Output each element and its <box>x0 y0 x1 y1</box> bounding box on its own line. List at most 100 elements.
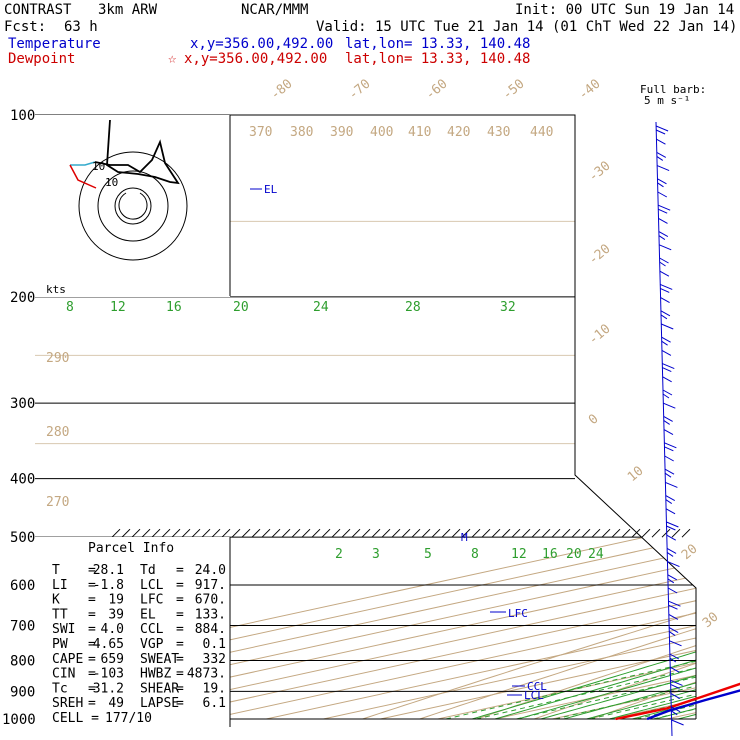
hatch-mark <box>371 528 381 538</box>
hatch-mark <box>651 528 661 538</box>
hatch-mark <box>191 528 201 538</box>
wind-barb <box>666 551 674 557</box>
wind-barb <box>666 547 677 554</box>
hodograph: 10 10 kts <box>35 115 231 297</box>
hatch-mark <box>461 528 471 538</box>
hatch-mark <box>151 528 161 538</box>
wind-barb <box>668 631 676 637</box>
parcel-index-value: 31.2 <box>93 681 124 696</box>
temperature-line-point <box>667 710 669 712</box>
theta-label: 380 <box>290 125 313 140</box>
parcel-equals: = <box>176 696 184 711</box>
dry-adiabat-line <box>419 115 696 719</box>
mixing-ratio-line <box>516 556 696 719</box>
hodograph-units: kts <box>46 283 66 296</box>
hatch-mark <box>671 528 681 538</box>
wind-barb <box>666 525 676 531</box>
product-name: CONTRAST <box>4 2 72 18</box>
barb-legend-line2: 5 m s⁻¹ <box>644 94 690 107</box>
wind-barb <box>660 287 670 293</box>
hatch-mark <box>621 528 631 538</box>
pressure-tick-label: 1000 <box>2 712 36 728</box>
parcel-index-value: -1.8 <box>93 578 124 593</box>
wind-barb <box>660 283 673 290</box>
wind-barb <box>669 666 680 673</box>
parcel-index-value: -103 <box>93 667 124 682</box>
wind-barbs <box>655 121 684 737</box>
wind-barb <box>666 534 677 541</box>
parcel-equals: = <box>176 593 184 608</box>
hatch-mark <box>221 528 231 538</box>
parcel-index-name: K <box>52 593 60 608</box>
dewpoint-profile <box>615 682 740 721</box>
wind-barb <box>667 587 678 594</box>
temperature-latlon: lat,lon= 13.33, 140.48 <box>345 36 530 52</box>
moist-adiabat-label: 16 <box>166 300 182 315</box>
hatch-mark <box>591 528 601 538</box>
theta-label: 280 <box>46 425 69 440</box>
temperature-legend: Temperature <box>8 36 101 52</box>
parcel-index-name: SREH <box>52 696 83 711</box>
hatch-mark <box>611 528 621 538</box>
pressure-tick-label: 700 <box>10 618 35 634</box>
hatch-mark <box>491 528 501 538</box>
hatch-mark <box>321 528 331 538</box>
wind-barb <box>660 314 668 320</box>
hatch-mark <box>171 528 181 538</box>
parcel-index-name: EL <box>140 607 156 622</box>
model-name: 3km ARW <box>98 2 158 18</box>
parcel-index-value: 4.0 <box>101 622 124 637</box>
hatch-mark <box>291 528 301 538</box>
dewpoint-line-point <box>666 707 668 709</box>
wind-barb <box>656 155 664 161</box>
parcel-index-value: 332 <box>203 652 226 667</box>
hatch-mark <box>141 528 151 538</box>
hatch-mark <box>361 528 371 538</box>
dewpoint-line-point <box>615 718 617 720</box>
hatch-mark <box>431 528 441 538</box>
pressure-tick-label: 900 <box>10 684 35 700</box>
isotherm-label: -10 <box>586 321 614 348</box>
mixing-ratio-line <box>554 556 696 719</box>
parcel-equals: = <box>88 622 96 637</box>
hatch-mark <box>641 528 651 538</box>
wind-barb <box>659 244 672 251</box>
dry-adiabat-lines <box>362 115 696 719</box>
temperature-line-point <box>646 718 648 720</box>
hatch-mark <box>131 528 141 538</box>
hatch-mark <box>391 528 401 538</box>
hatch-mark <box>521 528 531 538</box>
theta-label: 410 <box>408 125 431 140</box>
moist-adiabat-line <box>724 297 740 719</box>
isotherm-line <box>37 115 696 719</box>
pressure-tick-label: 300 <box>10 396 35 412</box>
level-marker-label: CCL <box>527 680 547 693</box>
theta-label: 400 <box>370 125 393 140</box>
wind-barb <box>662 363 675 370</box>
hatch-mark <box>661 528 671 538</box>
wind-barb <box>657 208 668 214</box>
parcel-index-value: 4873. <box>187 667 226 682</box>
wind-barb <box>668 604 678 610</box>
wind-barb <box>661 323 674 330</box>
wind-barb <box>663 402 676 409</box>
isotherm-label: -40 <box>576 76 604 103</box>
parcel-equals: = <box>176 681 184 696</box>
hatch-mark <box>111 528 121 538</box>
moist-adiabat-line <box>701 297 740 719</box>
level-marker-label: M <box>461 531 468 544</box>
theta-label: 420 <box>447 125 470 140</box>
parcel-index-value: 133. <box>195 607 226 622</box>
theta-label: 390 <box>330 125 353 140</box>
isotherm-label: 0 <box>586 412 602 429</box>
parcel-equals: = <box>88 637 96 652</box>
isotherm-line <box>666 115 696 719</box>
isotherm-line <box>380 115 696 719</box>
moist-adiabat-label: 28 <box>405 300 421 315</box>
hatch-mark <box>241 528 251 538</box>
wind-barb <box>656 151 667 158</box>
moist-adiabat-lines <box>471 296 740 719</box>
wind-barb <box>660 297 670 304</box>
wind-barb <box>662 389 673 396</box>
mixing-ratio-label: 20 <box>566 547 582 562</box>
